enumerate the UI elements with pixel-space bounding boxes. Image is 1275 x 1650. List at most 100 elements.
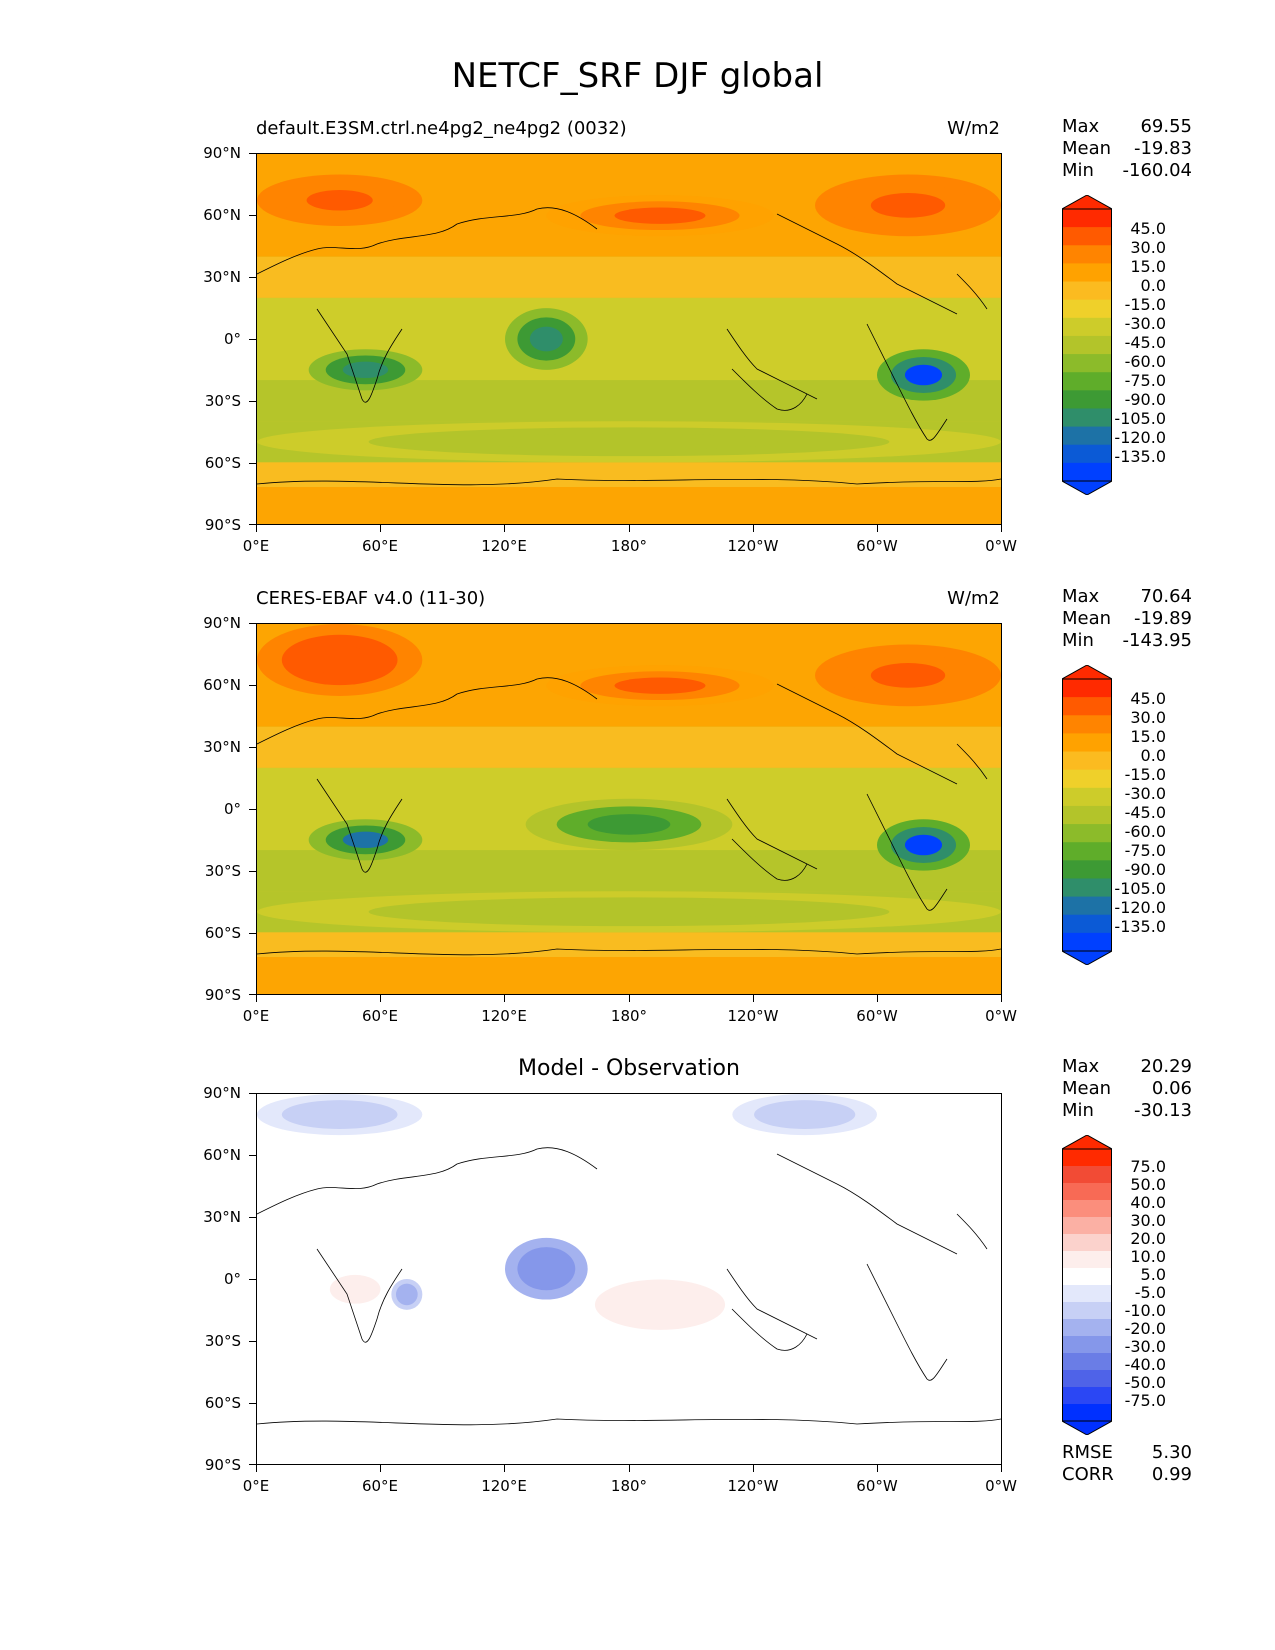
x-tick-label: 60°W	[856, 1007, 898, 1025]
stat-label: Mean	[1062, 608, 1112, 629]
y-tick-label: 90°S	[204, 1456, 241, 1474]
x-tick	[877, 995, 878, 1002]
x-tick-label: 60°W	[856, 1477, 898, 1495]
stat-value: 0.06	[1151, 1078, 1192, 1099]
coastline	[866, 1263, 948, 1381]
colorbar-swatch	[1062, 1234, 1112, 1252]
zonal-band	[257, 487, 1001, 524]
stat-label: CORR	[1062, 1464, 1114, 1485]
contour-region	[904, 834, 943, 856]
stats-block: Max 20.29 Mean 0.06 Min -30.13	[1062, 1056, 1192, 1122]
x-tick-label: 120°W	[727, 1007, 779, 1025]
colorbar-label: -30.0	[1124, 314, 1166, 333]
x-tick-label: 120°E	[481, 537, 527, 555]
y-tick-label: 90°N	[203, 1084, 241, 1102]
zonal-band	[257, 726, 1001, 768]
colorbar-label: 75.0	[1130, 1157, 1166, 1176]
colorbar	[1060, 1134, 1114, 1439]
y-tick	[249, 994, 256, 995]
x-tick-label: 0°W	[985, 1007, 1017, 1025]
x-tick	[256, 995, 257, 1002]
colorbar-swatch	[1062, 299, 1112, 319]
y-tick-label: 90°S	[204, 516, 241, 534]
coastline	[731, 368, 808, 411]
zonal-band	[257, 957, 1001, 994]
colorbar-label: -15.0	[1124, 295, 1166, 314]
y-tick	[249, 1464, 256, 1465]
colorbar-label: -40.0	[1124, 1355, 1166, 1374]
colorbar-swatch	[1062, 697, 1112, 716]
y-tick-label: 60°N	[203, 206, 241, 224]
x-tick-label: 60°E	[361, 1477, 399, 1495]
colorbar-swatch	[1062, 1404, 1112, 1422]
y-tick	[249, 1093, 256, 1094]
colorbar-outline	[1062, 678, 1112, 952]
stat-label: Mean	[1062, 1078, 1112, 1099]
y-tick	[249, 153, 256, 154]
contour-region	[480, 433, 778, 450]
x-tick	[1001, 995, 1002, 1002]
colorbar-label: -60.0	[1124, 822, 1166, 841]
y-tick-label: 0°	[223, 1270, 241, 1288]
colorbar-swatch	[1062, 444, 1112, 464]
colorbar-extend-min	[1060, 950, 1114, 966]
map-plot	[256, 153, 1002, 525]
colorbar-label: 50.0	[1130, 1175, 1166, 1194]
contour-region	[480, 903, 778, 920]
figure-title: NETCF_SRF DJF global	[451, 56, 824, 96]
x-tick-label: 60°E	[361, 1007, 399, 1025]
y-tick	[249, 463, 256, 464]
map-contours	[257, 154, 1001, 524]
x-tick	[256, 525, 257, 532]
colorbar-label: 10.0	[1130, 1247, 1166, 1266]
colorbar-swatch	[1062, 1268, 1112, 1286]
panel-units: W/m2	[947, 118, 1000, 139]
colorbar	[1060, 194, 1114, 499]
y-tick-label: 30°N	[203, 738, 241, 756]
y-tick-label: 60°N	[203, 676, 241, 694]
colorbar-label: -90.0	[1124, 390, 1166, 409]
colorbar-swatch	[1062, 1336, 1112, 1354]
x-tick-label: 180°	[610, 1007, 648, 1025]
colorbar-outline	[1062, 208, 1112, 482]
colorbar-label: 5.0	[1140, 1265, 1166, 1284]
colorbar-label: -120.0	[1114, 898, 1166, 917]
stats-block: Max 70.64 Mean -19.89 Min -143.95	[1062, 586, 1192, 652]
colorbar-label: -45.0	[1124, 333, 1166, 352]
x-tick	[629, 995, 630, 1002]
x-tick	[629, 1465, 630, 1472]
colorbar-outline	[1062, 1148, 1112, 1422]
colorbar-swatch	[1062, 1285, 1112, 1303]
colorbar-extend-min	[1060, 480, 1114, 496]
stat-label: RMSE	[1062, 1442, 1113, 1463]
colorbar-label: 40.0	[1130, 1193, 1166, 1212]
coastline	[776, 213, 958, 315]
stat-label: Max	[1062, 1056, 1100, 1077]
colorbar-swatch	[1062, 914, 1112, 934]
colorbar-label: 20.0	[1130, 1229, 1166, 1248]
contour-region	[342, 831, 389, 849]
stats-block: Max 69.55 Mean -19.83 Min -160.04	[1062, 116, 1192, 182]
x-tick-label: 0°E	[242, 537, 270, 555]
colorbar-label: -30.0	[1124, 784, 1166, 803]
colorbar-swatch	[1062, 1217, 1112, 1235]
stat-label: Min	[1062, 160, 1094, 181]
contour-region	[594, 1279, 726, 1330]
colorbar-label: -50.0	[1124, 1373, 1166, 1392]
colorbar-swatch	[1062, 787, 1112, 807]
colorbar-swatches	[1060, 194, 1114, 496]
y-tick	[249, 277, 256, 278]
coastline	[316, 308, 403, 403]
colorbar-swatch	[1062, 733, 1112, 753]
stat-value: 20.29	[1140, 1056, 1192, 1077]
y-tick	[249, 1403, 256, 1404]
y-tick	[249, 933, 256, 934]
x-tick-label: 0°W	[985, 1477, 1017, 1495]
colorbar-extend-min	[1060, 1420, 1114, 1436]
x-tick-label: 120°E	[481, 1477, 527, 1495]
contour-region	[306, 645, 373, 675]
colorbar-swatch	[1062, 679, 1112, 698]
colorbar-swatches	[1060, 1134, 1114, 1436]
contour-region	[342, 361, 389, 379]
x-tick-label: 60°W	[856, 537, 898, 555]
